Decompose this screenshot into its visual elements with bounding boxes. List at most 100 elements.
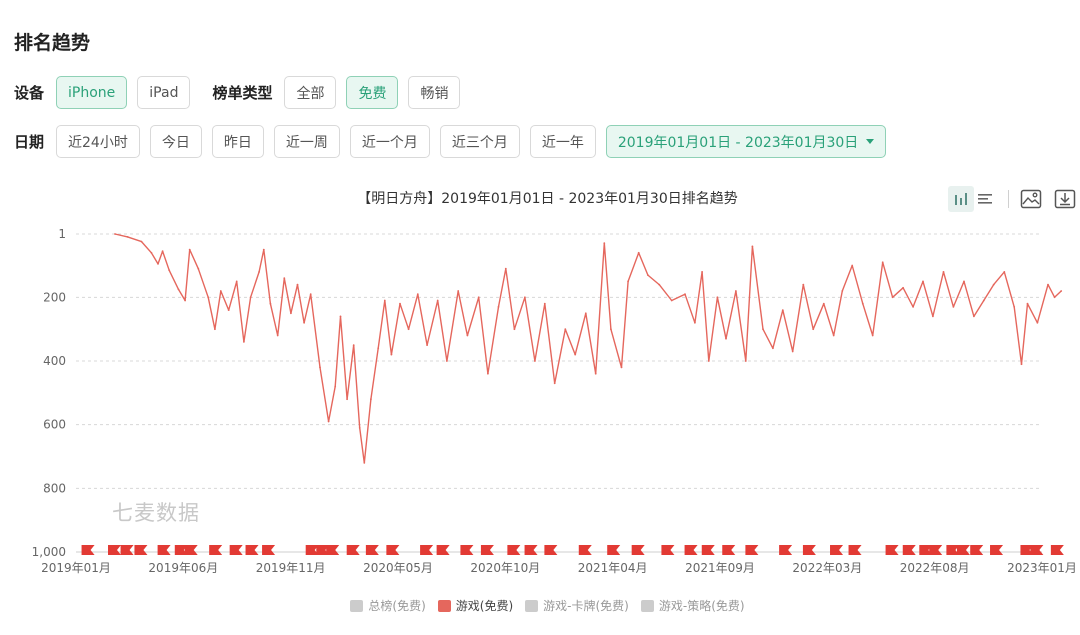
legend-label: 游戏-卡牌(免费)	[543, 599, 629, 613]
event-flag-icon	[929, 545, 943, 555]
data-point	[214, 328, 216, 331]
data-point	[358, 427, 361, 429]
data-point	[303, 321, 305, 324]
event-flag-icon	[209, 545, 223, 555]
data-point	[346, 398, 348, 401]
y-tick-label: 1,000	[32, 545, 66, 559]
chart-title: 【明日方舟】2019年01月01日 - 2023年01月30日排名趋势	[357, 191, 738, 207]
event-flag-icon	[885, 545, 899, 555]
data-point	[1013, 306, 1016, 308]
data-point	[457, 290, 460, 292]
date-range-picker[interactable]: 2019年01月01日 - 2023年01月30日	[605, 125, 887, 158]
device-ipad-button[interactable]: iPad	[137, 76, 191, 109]
data-point	[982, 299, 985, 302]
device-label: 设备	[14, 84, 45, 102]
list-icon	[978, 194, 992, 204]
y-tick-label: 1	[58, 227, 66, 241]
data-point	[871, 334, 874, 337]
date-preset-3month-button[interactable]: 近三个月	[439, 125, 520, 158]
event-flag-icon	[81, 545, 95, 555]
data-point	[177, 288, 180, 291]
data-point	[497, 306, 500, 308]
data-point	[1020, 363, 1023, 366]
date-preset-week-button[interactable]: 近一周	[273, 125, 340, 158]
data-point	[735, 290, 737, 292]
data-point	[781, 309, 784, 311]
date-label: 日期	[14, 133, 45, 151]
data-point	[235, 280, 238, 283]
legend-swatch	[437, 599, 451, 612]
data-point	[832, 334, 835, 337]
data-point	[584, 312, 587, 315]
data-point	[751, 245, 754, 248]
date-preset-24h-button[interactable]: 近24小时	[56, 125, 140, 158]
data-point	[466, 334, 469, 337]
chart-type-all-button[interactable]: 全部	[284, 76, 337, 109]
data-point	[658, 283, 661, 286]
x-tick-label: 2021年04月	[578, 561, 648, 575]
filter-row-date: 日期 近24小时 今日 昨日 近一周 近一个月 近三个月 近一年 2019年01…	[14, 125, 896, 158]
date-preset-month-button[interactable]: 近一个月	[349, 125, 430, 158]
event-flag-icon	[1020, 545, 1034, 555]
data-point	[822, 302, 825, 305]
event-flag-icon	[524, 545, 538, 555]
event-flag-icon	[745, 545, 759, 555]
legend-item[interactable]: 游戏(免费)	[437, 597, 513, 614]
download-icon	[1054, 189, 1076, 209]
data-point	[446, 360, 448, 362]
bar-chart-toggle-button[interactable]	[948, 186, 974, 212]
x-tick-label: 2020年10月	[470, 561, 540, 575]
watermark: 七麦数据	[112, 501, 200, 525]
data-point	[881, 261, 884, 264]
data-point	[564, 328, 567, 331]
event-flag-icon	[108, 545, 122, 555]
legend-item[interactable]: 游戏-策略(免费)	[640, 597, 745, 614]
chart-type-free-button[interactable]: 免费	[346, 76, 399, 109]
data-point	[309, 293, 312, 296]
data-point	[701, 271, 703, 273]
toolbar-divider	[1008, 190, 1009, 208]
date-preset-today-button[interactable]: 今日	[149, 125, 202, 158]
data-point	[744, 360, 747, 362]
legend-label: 游戏-策略(免费)	[658, 599, 745, 613]
data-point	[553, 382, 556, 385]
event-flag-icon	[346, 545, 360, 555]
date-preset-yesterday-button[interactable]: 昨日	[211, 125, 264, 158]
legend-item[interactable]: 总榜(免费)	[350, 597, 426, 614]
data-point	[716, 296, 719, 299]
data-point	[126, 236, 129, 238]
event-flag-icon	[157, 545, 171, 555]
x-tick-label: 2019年06月	[148, 561, 218, 575]
data-point	[249, 296, 252, 299]
data-point	[762, 328, 764, 331]
list-view-button[interactable]	[972, 186, 998, 212]
data-point	[543, 302, 546, 305]
data-point	[477, 296, 480, 299]
data-point	[1060, 290, 1063, 292]
event-flag-icon	[701, 545, 715, 555]
legend-swatch	[525, 599, 539, 612]
device-iphone-button[interactable]: iPhone	[56, 76, 128, 109]
data-point	[416, 293, 419, 296]
download-button[interactable]	[1052, 186, 1078, 212]
data-point	[694, 321, 696, 324]
data-point	[296, 283, 299, 286]
data-point	[952, 306, 955, 308]
x-tick-label: 2019年01月	[41, 561, 111, 575]
data-point	[184, 299, 187, 302]
event-flag-icon	[578, 545, 592, 555]
data-point	[1047, 283, 1049, 286]
save-image-button[interactable]	[1018, 186, 1044, 212]
data-point	[262, 248, 265, 251]
x-tick-label: 2023年01月	[1007, 561, 1077, 575]
data-point	[157, 263, 159, 265]
event-flag-icon	[316, 545, 330, 555]
chart-type-grossing-button[interactable]: 畅销	[408, 76, 461, 109]
date-preset-year-button[interactable]: 近一年	[529, 125, 596, 158]
event-flag-icon	[779, 545, 793, 555]
data-point	[637, 251, 640, 254]
data-point	[399, 302, 401, 305]
legend-item[interactable]: 游戏-卡牌(免费)	[525, 597, 629, 614]
event-flag-icon	[326, 545, 340, 555]
data-point	[504, 267, 507, 270]
